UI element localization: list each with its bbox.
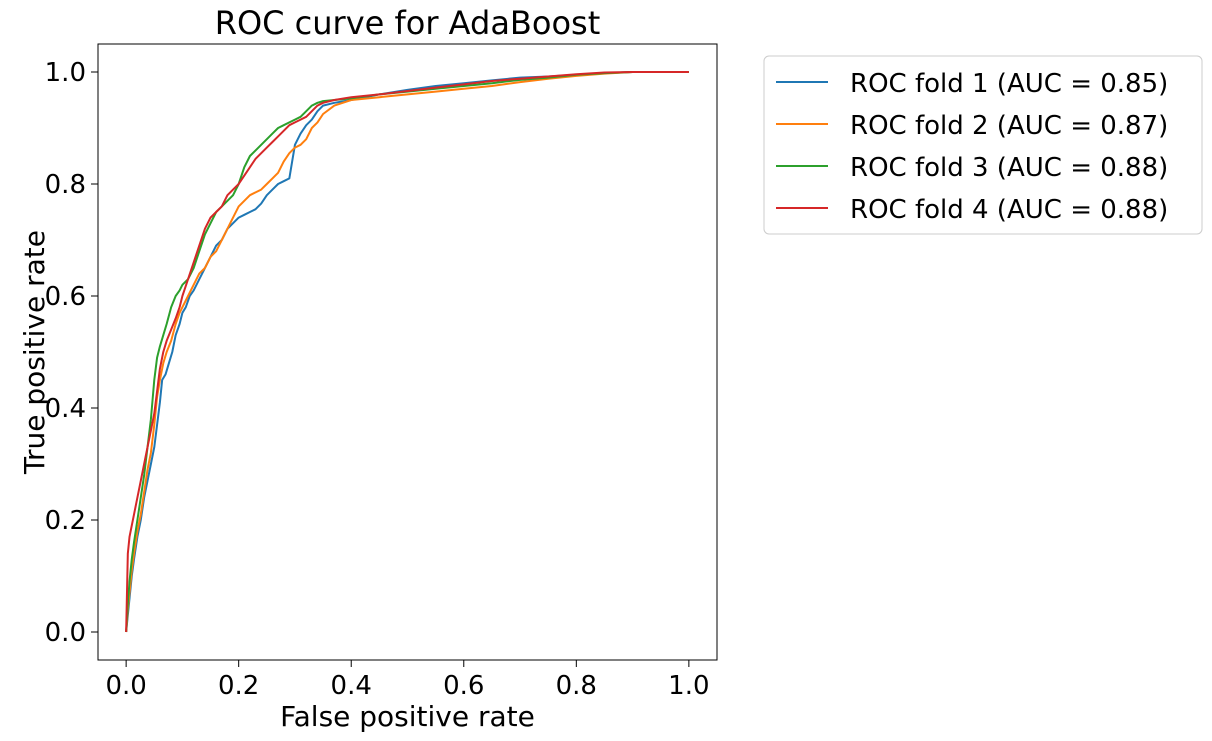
legend-label-fold-3: ROC fold 3 (AUC = 0.88) <box>850 153 1168 183</box>
series-line-fold-4 <box>125 71 689 633</box>
series-line-fold-3 <box>125 71 689 633</box>
axes-frame <box>97 43 718 661</box>
y-tick-label: 0.2 <box>45 506 86 536</box>
x-axis-ticks: 0.0 0.2 0.4 0.6 0.8 1.0 <box>105 660 710 701</box>
x-tick-label: 0.6 <box>443 671 484 701</box>
y-tick-label: 0.4 <box>45 394 86 424</box>
y-axis-ticks: 0.0 0.2 0.4 0.6 0.8 1.0 <box>45 58 98 648</box>
x-tick-label: 0.4 <box>331 671 372 701</box>
x-tick-label: 0.2 <box>218 671 259 701</box>
series-line-fold-2 <box>125 71 689 633</box>
chart-title: ROC curve for AdaBoost <box>215 4 601 42</box>
y-tick-label: 0.0 <box>45 618 86 648</box>
legend-label-fold-1: ROC fold 1 (AUC = 0.85) <box>850 69 1168 99</box>
y-axis-label: True positive rate <box>18 230 51 475</box>
y-tick-label: 0.8 <box>45 170 86 200</box>
x-axis-label: False positive rate <box>280 700 535 733</box>
x-tick-label: 0.0 <box>105 671 146 701</box>
plot-area <box>97 43 718 661</box>
x-tick-label: 1.0 <box>668 671 709 701</box>
legend: ROC fold 1 (AUC = 0.85) ROC fold 2 (AUC =… <box>763 55 1203 235</box>
x-tick-label: 0.8 <box>556 671 597 701</box>
y-tick-label: 0.6 <box>45 282 86 312</box>
y-tick-label: 1.0 <box>45 58 86 88</box>
series-line-fold-1 <box>125 71 689 633</box>
legend-label-fold-2: ROC fold 2 (AUC = 0.87) <box>850 111 1168 141</box>
legend-label-fold-4: ROC fold 4 (AUC = 0.88) <box>850 195 1168 225</box>
legend-box <box>763 55 1203 235</box>
